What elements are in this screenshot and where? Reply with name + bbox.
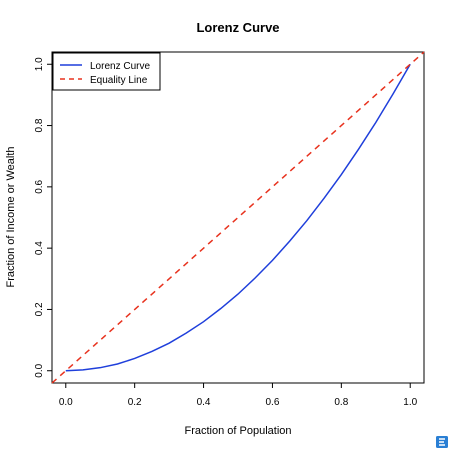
y-tick-label: 0.4	[34, 241, 45, 255]
chart-title: Lorenz Curve	[196, 20, 279, 35]
legend-label-equality-line: Equality Line	[90, 75, 148, 86]
x-tick-label: 0.0	[59, 397, 73, 408]
x-tick-label: 0.8	[334, 397, 348, 408]
plot-frame	[51, 51, 425, 384]
legend-label-lorenz-curve: Lorenz Curve	[90, 61, 150, 72]
series-layer	[51, 51, 425, 384]
y-tick-label: 0.6	[34, 179, 45, 193]
legend-box	[52, 52, 161, 91]
x-tick-label: 0.4	[197, 397, 211, 408]
y-tick-label: 0.0	[34, 363, 45, 377]
y-tick-label: 0.8	[34, 118, 45, 132]
y-axis: 0.0 0.2 0.4 0.6 0.8 1.0	[34, 57, 52, 378]
brand-logo-icon	[436, 436, 448, 448]
x-axis-label: Fraction of Population	[184, 425, 291, 437]
series-line-lorenz-curve	[65, 63, 411, 372]
y-tick-label: 1.0	[34, 57, 45, 71]
y-tick-label: 0.2	[34, 302, 45, 316]
y-axis-label: Fraction of Income or Wealth	[5, 146, 17, 287]
x-tick-label: 0.2	[128, 397, 142, 408]
series-line-equality-line	[51, 51, 425, 384]
x-tick-label: 0.6	[265, 397, 279, 408]
x-axis: 0.0 0.2 0.4 0.6 0.8 1.0	[59, 383, 418, 408]
x-tick-label: 1.0	[403, 397, 417, 408]
legend: Lorenz Curve Equality Line	[52, 52, 161, 91]
